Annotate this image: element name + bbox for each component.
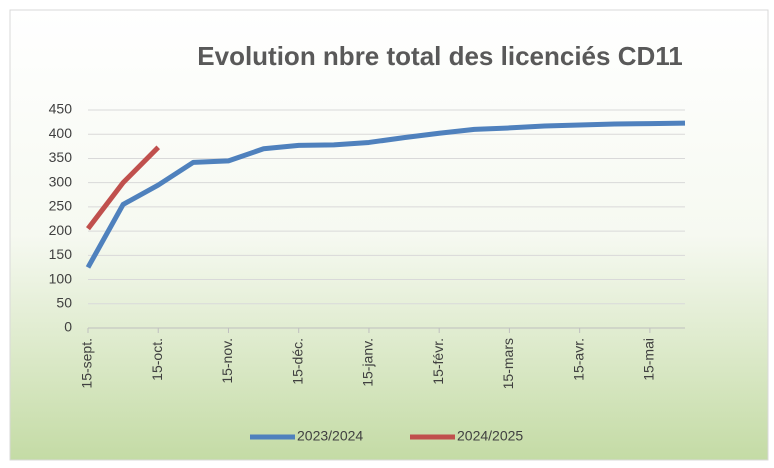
y-tick-label: 450: [49, 101, 73, 117]
y-tick-label: 350: [49, 149, 73, 165]
legend-label: 2023/2024: [297, 428, 363, 444]
x-tick-label: 15-mai: [641, 338, 657, 381]
y-tick-label: 0: [64, 319, 72, 335]
y-tick-label: 100: [49, 270, 73, 286]
x-tick-label: 15-oct.: [149, 338, 165, 381]
x-tick-label: 15-avr.: [570, 338, 586, 381]
chart-background: [9, 9, 769, 461]
x-tick-label: 15-janv.: [360, 338, 376, 387]
y-tick-label: 200: [49, 222, 73, 238]
y-tick-label: 300: [49, 173, 73, 189]
y-tick-label: 150: [49, 246, 73, 262]
line-series: [86, 145, 161, 231]
y-tick-label: 250: [49, 198, 73, 214]
x-tick-label: 15-févr.: [430, 338, 446, 385]
x-tick-label: 15-mars: [500, 338, 516, 389]
y-tick-label: 400: [49, 125, 73, 141]
x-tick-label: 15-nov.: [219, 338, 235, 384]
chart-title: Evolution nbre total des licenciés CD11: [197, 41, 682, 71]
x-tick-label: 15-déc.: [289, 338, 305, 385]
line-series: [85, 120, 686, 269]
legend-label: 2024/2025: [457, 428, 523, 444]
x-tick-label: 15-sept.: [79, 338, 95, 389]
y-tick-label: 50: [56, 294, 72, 310]
